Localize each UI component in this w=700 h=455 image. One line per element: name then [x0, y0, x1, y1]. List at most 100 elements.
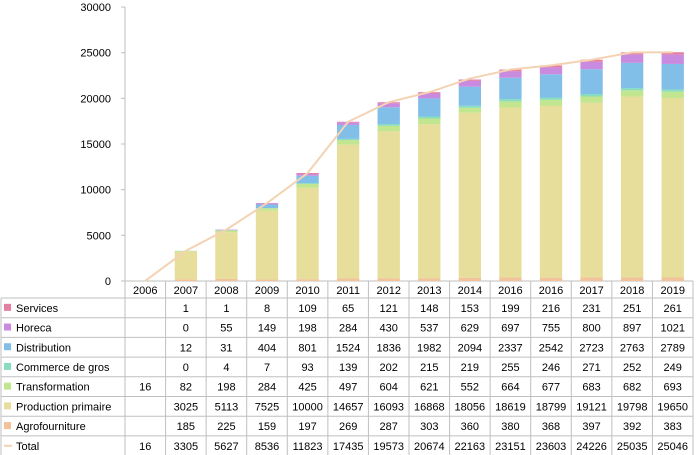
x-tick-label: 2019	[660, 285, 684, 297]
table-cell-value: 1	[183, 303, 189, 315]
bar-segment	[296, 183, 319, 184]
table-cell-value: 225	[217, 421, 235, 433]
bar-segment	[661, 91, 684, 99]
bar-segment	[377, 278, 400, 281]
table-cell-value: 368	[542, 421, 560, 433]
table-cell-value: 801	[298, 342, 316, 354]
bar-segment	[215, 278, 238, 281]
table-cell-value: 2723	[579, 342, 603, 354]
bar-segment	[580, 69, 603, 95]
table-cell-value: 360	[461, 421, 479, 433]
y-tick-label: 5000	[87, 230, 111, 242]
bar-segment	[458, 80, 482, 87]
bar-segment	[255, 210, 279, 280]
data-table: 2006 2007 2008 2009 2010 2011 2012 2013 2014 2016…	[0, 281, 694, 455]
bar-segment	[418, 278, 441, 281]
table-cell-value: 25035	[617, 441, 648, 453]
bar-segment	[336, 122, 360, 125]
table-cell-value: 18799	[536, 401, 567, 413]
bar-segment	[215, 230, 238, 233]
table-cell-value: 755	[542, 323, 560, 335]
table-cell-value: 22163	[455, 441, 486, 453]
legend-label: Transformation	[16, 382, 90, 394]
table-cell-value: 1	[223, 303, 229, 315]
bar-segment	[336, 140, 360, 145]
table-cell-value: 23151	[495, 441, 526, 453]
bar-segment	[661, 98, 684, 278]
table-cell-value: 1021	[660, 323, 684, 335]
bar-segment	[418, 118, 441, 125]
table-cell-value: 697	[501, 323, 519, 335]
legend-key	[4, 303, 11, 311]
legend-key	[4, 343, 11, 351]
table-cell-value: 219	[461, 362, 479, 374]
bar-segment	[580, 59, 603, 62]
legend-key	[4, 362, 11, 370]
bar-segment	[458, 79, 482, 81]
table-cell-value: 197	[298, 421, 316, 433]
table-cell-value: 18619	[495, 401, 526, 413]
x-tick-label: 2006	[133, 285, 157, 297]
table-cell-value: 10000	[292, 401, 323, 413]
table-cell-value: 0	[183, 323, 189, 335]
legend-key	[4, 382, 11, 390]
x-tick-label: 2008	[214, 285, 238, 297]
table-cell-value: 7525	[255, 401, 279, 413]
table-cell-value: 537	[420, 323, 438, 335]
x-tick-label: 2010	[295, 285, 319, 297]
table-cell-value: 16868	[414, 401, 445, 413]
table-cell-value: 404	[258, 342, 276, 354]
x-tick-label: 2007	[174, 285, 198, 297]
table-cell-value: 8536	[255, 441, 279, 453]
table-cell-value: 5627	[214, 441, 238, 453]
bar-segment	[539, 99, 563, 106]
bar-segment	[255, 208, 279, 211]
bar-segment	[661, 54, 684, 64]
y-tick-label: 15000	[80, 139, 111, 151]
bar-segment	[580, 102, 603, 278]
bar-segment	[539, 105, 563, 278]
table-cell-value: 683	[582, 382, 600, 394]
bar-segment	[418, 116, 441, 119]
table-cell-value: 249	[664, 362, 682, 374]
table-cell-value: 139	[339, 362, 357, 374]
table-cell-value: 14657	[333, 401, 364, 413]
legend-label: Horeca	[16, 323, 52, 335]
table-cell-value: 231	[582, 303, 600, 315]
table-cell-value: 215	[420, 362, 438, 374]
table-cell-value: 159	[258, 421, 276, 433]
bar-segment	[336, 278, 360, 281]
table-cell-value: 4	[223, 362, 229, 374]
table-cell-value: 303	[420, 421, 438, 433]
table-cell-value: 1836	[376, 342, 400, 354]
table-cell-value: 148	[420, 303, 438, 315]
table-cell-value: 425	[298, 382, 316, 394]
table-cell-value: 287	[380, 421, 398, 433]
x-tick-label: 2017	[579, 285, 603, 297]
bar-segment	[580, 61, 603, 70]
table-cell-value: 216	[542, 303, 560, 315]
table-cell-value: 17435	[333, 441, 364, 453]
table-cell-value: 55	[220, 323, 232, 335]
legend-label: Total	[16, 441, 39, 453]
table-cell-value: 2789	[660, 342, 684, 354]
table-cell-value: 25046	[657, 441, 688, 453]
table-cell-value: 19798	[617, 401, 648, 413]
y-tick-label: 30000	[80, 2, 111, 14]
legend-key	[4, 323, 11, 331]
bar-segment	[580, 277, 603, 281]
bar-segment	[499, 99, 522, 102]
legend-label: Agrofourniture	[16, 421, 86, 433]
total-line	[144, 51, 673, 282]
bar-segment	[539, 97, 563, 100]
legend-label: Distribution	[16, 342, 71, 354]
bar-segment	[661, 277, 684, 281]
bar-segment	[458, 105, 482, 108]
table-cell-value: 251	[623, 303, 641, 315]
bar-segment	[580, 94, 603, 97]
bar-segment	[499, 77, 522, 100]
legend-label: Commerce de gros	[16, 362, 110, 374]
table-cell-value: 497	[339, 382, 357, 394]
bar-segment	[620, 52, 644, 55]
bar-segment	[296, 174, 319, 176]
